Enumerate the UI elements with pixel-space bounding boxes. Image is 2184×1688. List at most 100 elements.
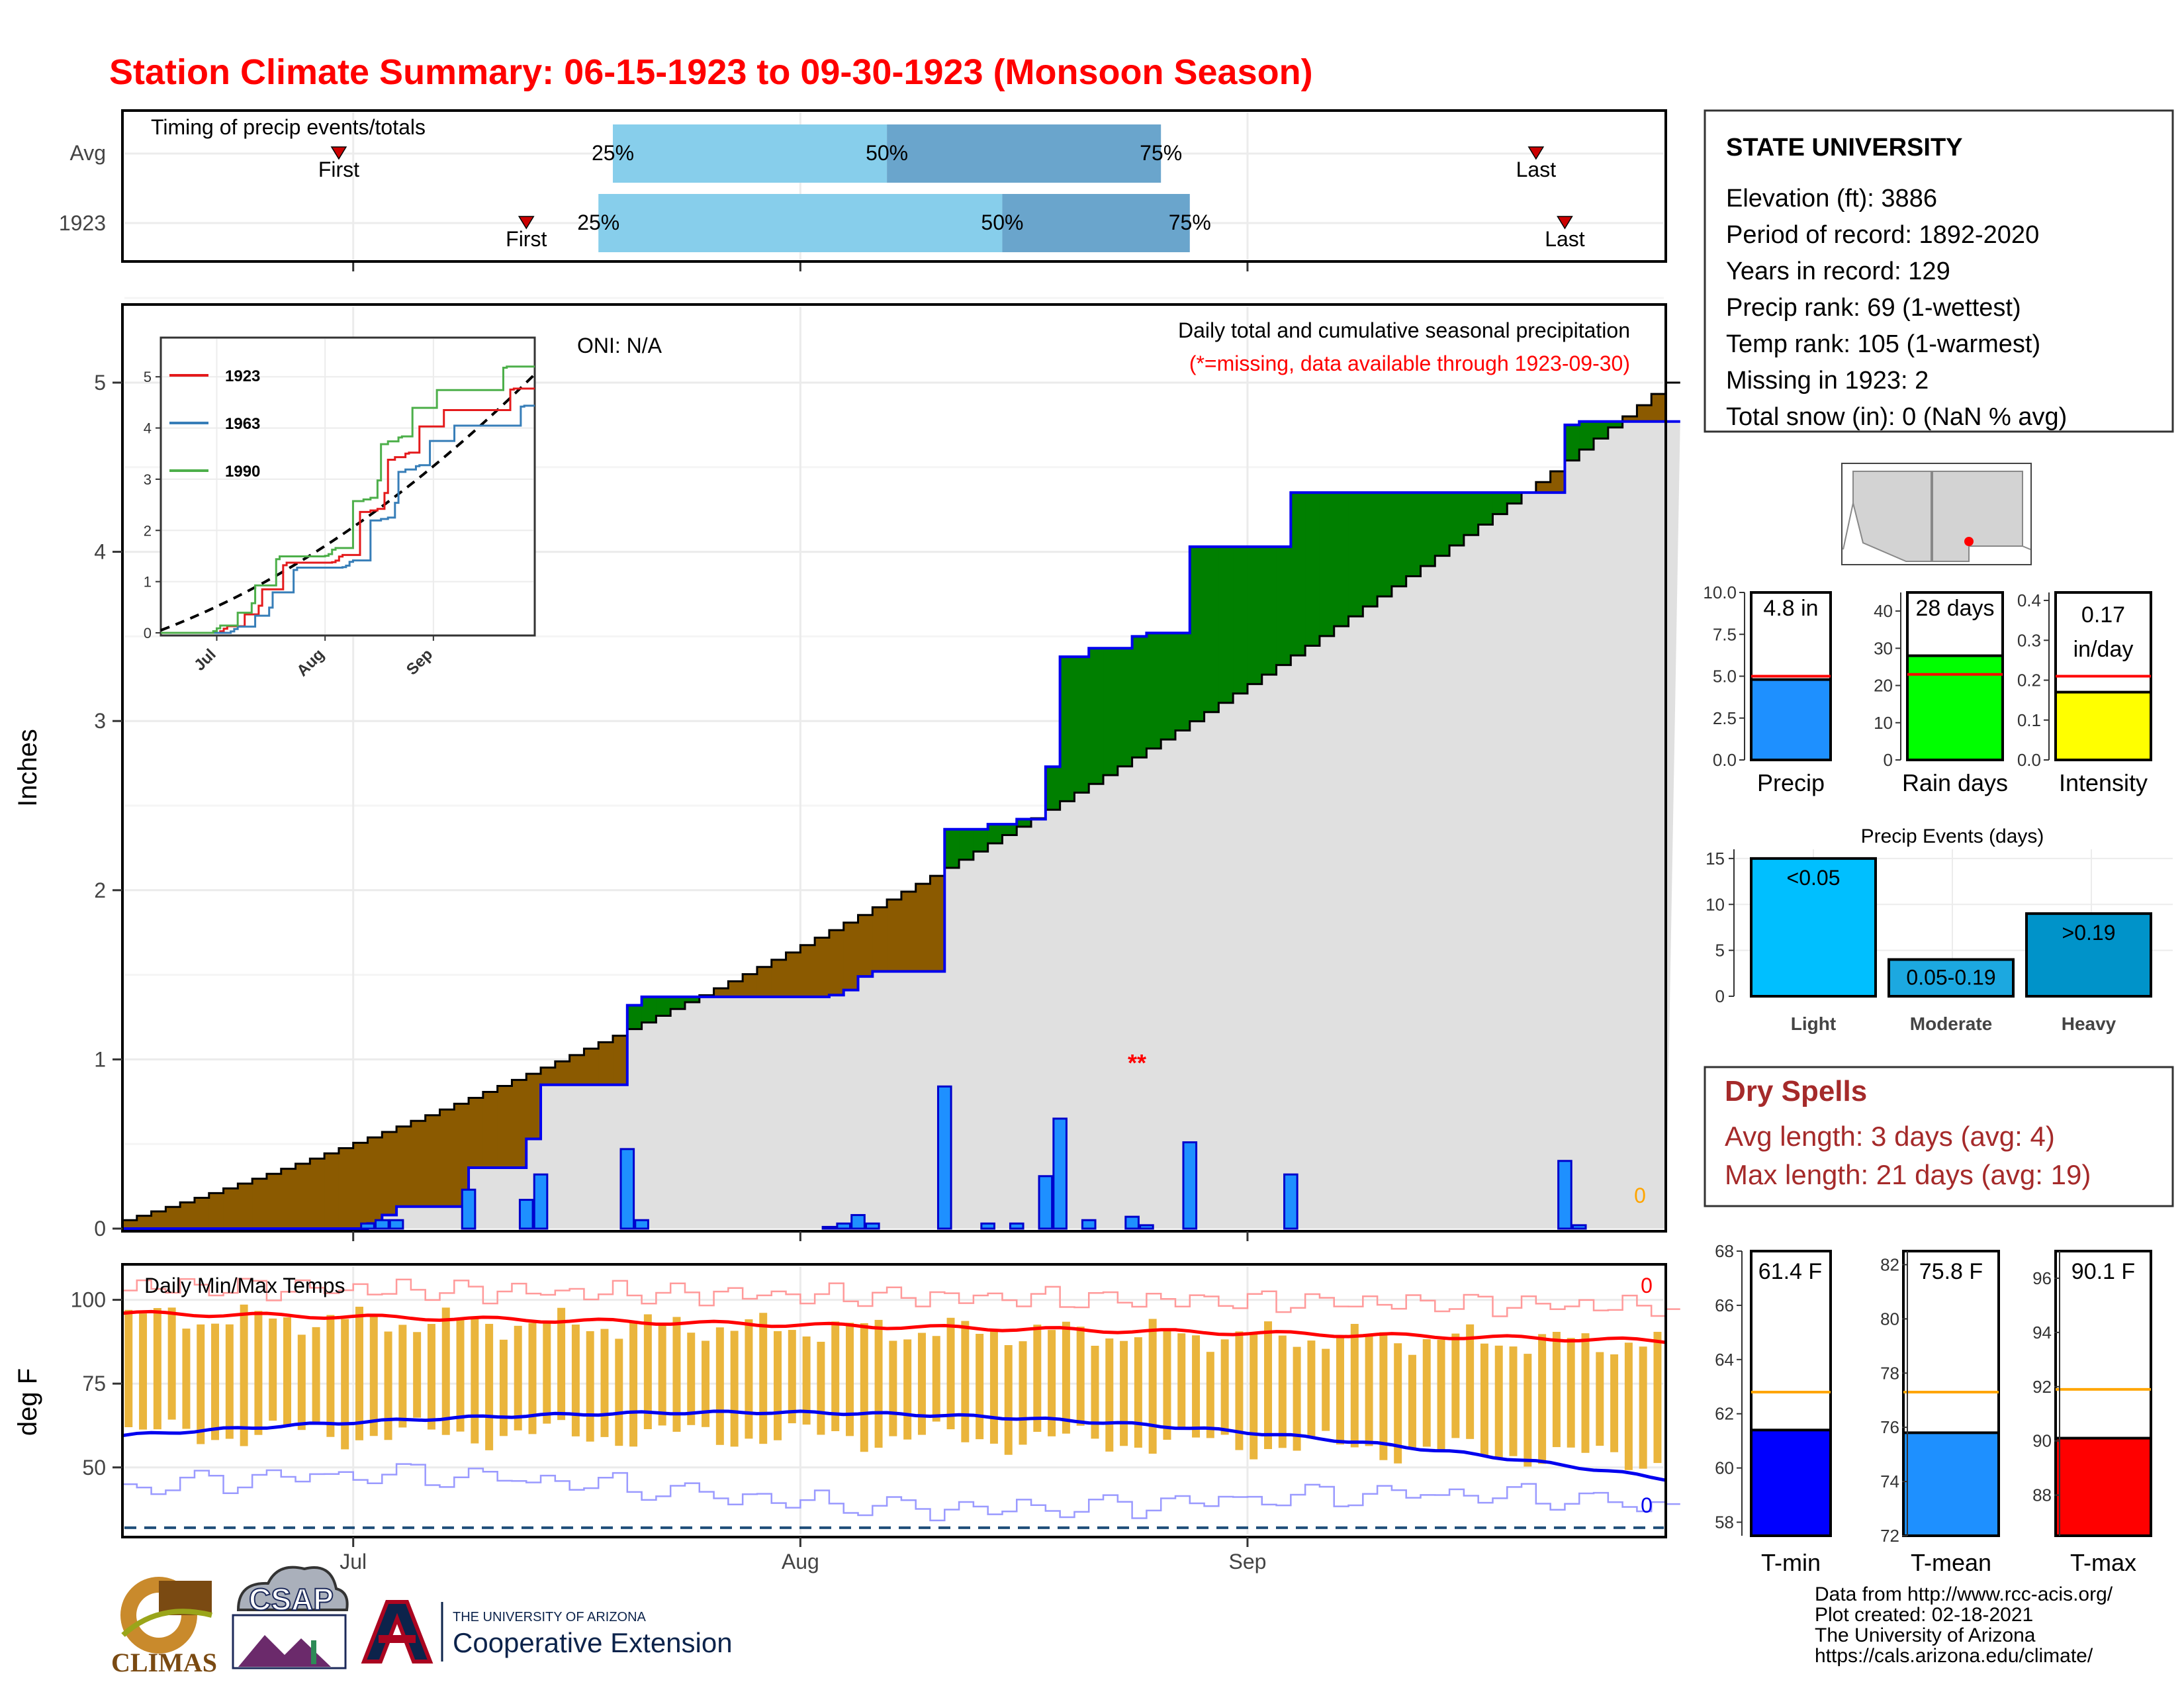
summary-bar-fill	[1902, 1431, 2000, 1537]
deficit-fill	[136, 1215, 152, 1229]
daily-temp-bar	[1206, 1352, 1214, 1438]
daily-temp-bar	[1062, 1321, 1070, 1434]
daily-precip-bar	[865, 1222, 880, 1230]
summary-value-label: in/day	[2073, 637, 2134, 662]
summary-tick-label: 66	[1715, 1295, 1734, 1315]
surplus-fill	[1233, 546, 1248, 694]
daily-temp-bar	[845, 1323, 854, 1436]
inset-avg-line	[160, 373, 536, 632]
daily-temp-bar	[1422, 1339, 1431, 1447]
daily-temp-bar	[471, 1317, 479, 1444]
deficit-fill	[713, 988, 729, 997]
daily-temp-bar	[1365, 1335, 1373, 1446]
inset-y-tick-label: 3	[144, 471, 152, 488]
daily-temp-bar	[341, 1319, 349, 1450]
daily-precip-bar	[518, 1199, 534, 1230]
deficit-fill	[238, 1184, 253, 1229]
daily-temp-bar	[817, 1341, 825, 1435]
climas-logo: CLIMAS	[111, 1577, 217, 1677]
summary-tick-label: 76	[1880, 1417, 1899, 1437]
deficit-fill	[454, 1103, 469, 1207]
timing-bar-lower	[598, 194, 1003, 252]
daily-precip-bar	[461, 1188, 477, 1230]
daily-temp-bar	[1250, 1333, 1258, 1460]
daily-temp-bar	[759, 1313, 768, 1444]
deficit-fill	[569, 1055, 585, 1085]
surplus-fill	[1348, 492, 1363, 617]
avg-max-temp-line	[122, 1309, 1666, 1344]
y-tick-label: 0	[94, 1217, 106, 1241]
station-info-box: STATE UNIVERSITY Elevation (ft): 3886 Pe…	[1704, 109, 2174, 433]
surplus-fill	[1161, 633, 1176, 740]
avg-min-temp-line	[122, 1409, 1666, 1482]
event-bar	[1888, 958, 2015, 998]
daily-precip-bar	[1124, 1215, 1140, 1230]
daily-temp-bar	[1134, 1337, 1142, 1448]
summary-bar-name: T-max	[2070, 1549, 2136, 1576]
first-marker-icon	[518, 216, 535, 230]
surplus-fill	[1594, 421, 1609, 439]
daily-temp-bar	[326, 1315, 335, 1437]
last-marker-icon	[1557, 216, 1573, 230]
station-line: Precip rank: 69 (1-wettest)	[1726, 294, 2021, 322]
missing-marks: **	[1128, 1049, 1146, 1076]
events-tick-label: 15	[1706, 849, 1725, 868]
timing-row-1923-label: 1923	[59, 211, 106, 235]
daily-temp-bar	[1336, 1335, 1344, 1445]
deficit-fill	[613, 1035, 628, 1085]
climas-logo-text: CLIMAS	[111, 1648, 217, 1677]
daily-temp-bar	[860, 1323, 868, 1452]
credit-line: https://cals.arizona.edu/climate/	[1815, 1645, 2093, 1667]
event-category-label: Heavy	[2062, 1013, 2116, 1034]
daily-temp-bar	[629, 1322, 638, 1447]
daily-precip-bar	[1283, 1173, 1298, 1230]
deficit-fill	[743, 974, 758, 997]
surplus-fill	[1608, 421, 1623, 428]
daily-temp-bar	[788, 1330, 796, 1424]
daily-temp-bar	[932, 1336, 940, 1422]
summary-bar-name: T-mean	[1911, 1549, 1991, 1576]
summary-tick-label: 92	[2032, 1377, 2052, 1397]
page-title: Station Climate Summary: 06-15-1923 to 0…	[109, 52, 1313, 92]
deficit-fill	[425, 1115, 441, 1207]
inset-x-tick-label: Aug	[293, 645, 328, 680]
surplus-fill	[1146, 633, 1161, 749]
daily-temp-bar	[456, 1318, 465, 1432]
deficit-fill	[728, 981, 743, 997]
summary-tick-label: 10	[1874, 713, 1893, 733]
summary-tick-label: 64	[1715, 1350, 1734, 1370]
inset-y-tick-label: 2	[144, 522, 152, 539]
daily-temp-bar	[1610, 1354, 1619, 1452]
summary-bar-fill	[2054, 690, 2152, 761]
surplus-fill	[1204, 546, 1219, 712]
daily-temp-bar	[1293, 1346, 1301, 1451]
daily-temp-bar	[1163, 1329, 1171, 1440]
y-tick-label: 75	[82, 1372, 106, 1395]
deficit-fill	[1651, 394, 1666, 422]
oni-label: ONI: N/A	[577, 334, 662, 357]
deficit-fill	[858, 915, 873, 977]
y-tick-label: 5	[94, 371, 106, 395]
daily-temp-bar	[1004, 1345, 1013, 1455]
events-tick-label: 5	[1715, 941, 1725, 961]
summary-tick-label: 7.5	[1713, 624, 1737, 644]
daily-temp-bar	[1220, 1339, 1229, 1435]
daily-temp-bar	[1639, 1346, 1647, 1469]
deficit-fill	[800, 945, 815, 997]
daily-temp-bar	[283, 1317, 291, 1427]
event-bar	[1750, 857, 1877, 998]
daily-temp-bar	[1076, 1327, 1085, 1426]
deficit-fill	[584, 1049, 599, 1085]
summary-value-label: 28 days	[1915, 596, 1994, 621]
surplus-fill	[1276, 546, 1291, 665]
summary-tick-label: 0.0	[2017, 750, 2041, 770]
y-tick-label: 50	[82, 1456, 106, 1479]
daily-precip-bar	[374, 1219, 390, 1230]
daily-temp-bar	[182, 1329, 191, 1429]
summary-tick-label: 0.3	[2017, 630, 2041, 650]
x-tick-label: Sep	[1228, 1550, 1266, 1573]
deficit-fill	[439, 1109, 455, 1207]
summary-bar-fill	[1906, 654, 2004, 761]
daily-temp-bar	[687, 1333, 696, 1425]
